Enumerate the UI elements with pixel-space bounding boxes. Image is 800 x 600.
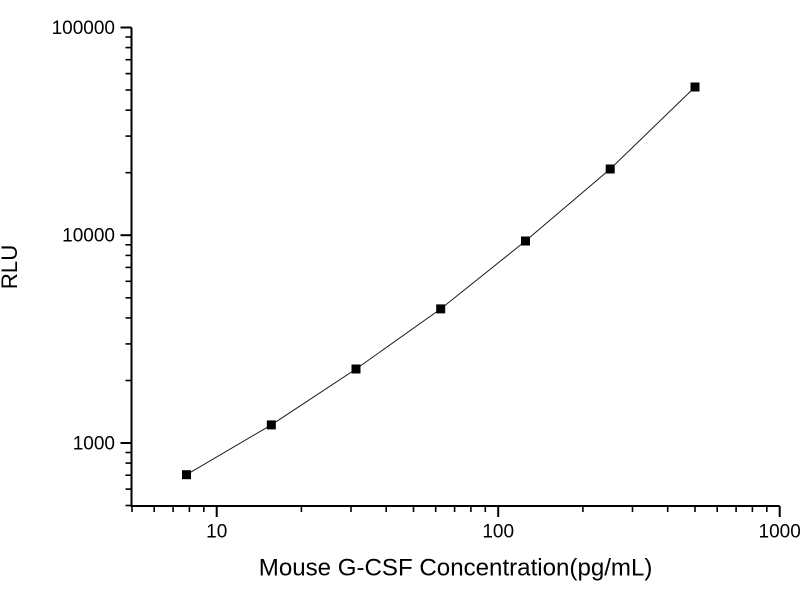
- svg-text:10000: 10000: [62, 226, 115, 247]
- svg-text:1000: 1000: [73, 433, 115, 454]
- svg-text:Mouse G-CSF Concentration(pg/m: Mouse G-CSF Concentration(pg/mL): [259, 554, 653, 581]
- svg-text:RLU: RLU: [0, 245, 22, 290]
- svg-text:100: 100: [482, 521, 514, 542]
- svg-text:100000: 100000: [52, 18, 115, 39]
- svg-text:1000: 1000: [759, 521, 800, 542]
- svg-text:10: 10: [206, 521, 227, 542]
